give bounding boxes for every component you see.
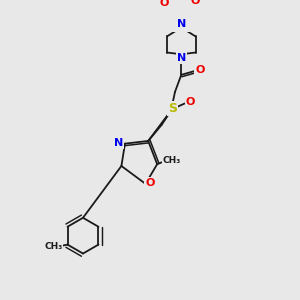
Text: N: N xyxy=(177,19,186,29)
Text: O: O xyxy=(145,178,155,188)
Text: S: S xyxy=(168,102,177,115)
Text: CH₃: CH₃ xyxy=(44,242,62,251)
Text: N: N xyxy=(177,53,186,63)
Text: O: O xyxy=(195,65,205,75)
Text: O: O xyxy=(160,0,169,8)
Text: CH₃: CH₃ xyxy=(162,156,181,165)
Text: O: O xyxy=(191,0,200,6)
Text: N: N xyxy=(114,138,123,148)
Text: O: O xyxy=(185,97,195,106)
